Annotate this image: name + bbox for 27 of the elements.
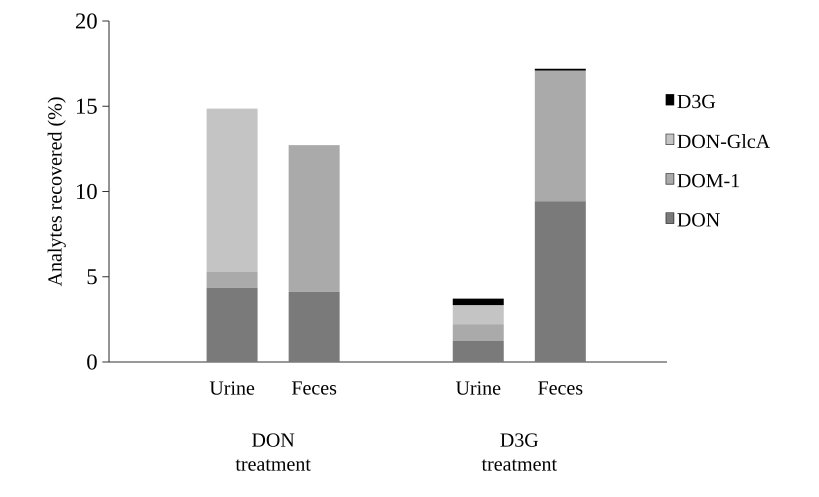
y-axis-title: Analytes recovered (%) [48,97,66,286]
text: D3G treatment [482,433,557,471]
bar [206,288,258,362]
y-tick-label: 15 [76,98,97,114]
bar [288,145,340,292]
bar [206,272,258,288]
bar [534,70,586,202]
x-tick-label: Urine [210,381,254,395]
y-tick-label: 0 [87,354,97,370]
bar [452,305,504,324]
legend-label: DON-GlcA [677,134,770,148]
x-tick-label: Urine [456,381,500,395]
legend-label: DOM-1 [677,174,739,188]
x-tick-label: Feces [292,381,336,395]
y-tick-label: 20 [76,13,97,29]
bar [288,292,340,362]
text: DON treatment [236,433,311,471]
x-tick-label: Feces [538,381,582,395]
bar [452,324,504,342]
y-tick-label: 5 [88,269,97,284]
legend-label: D3G [677,94,716,108]
bar [452,298,504,306]
bar [534,201,586,362]
legend-label: DON [677,213,720,227]
bar [452,341,504,362]
y-tick-label: 10 [76,184,97,200]
bar [206,108,258,272]
